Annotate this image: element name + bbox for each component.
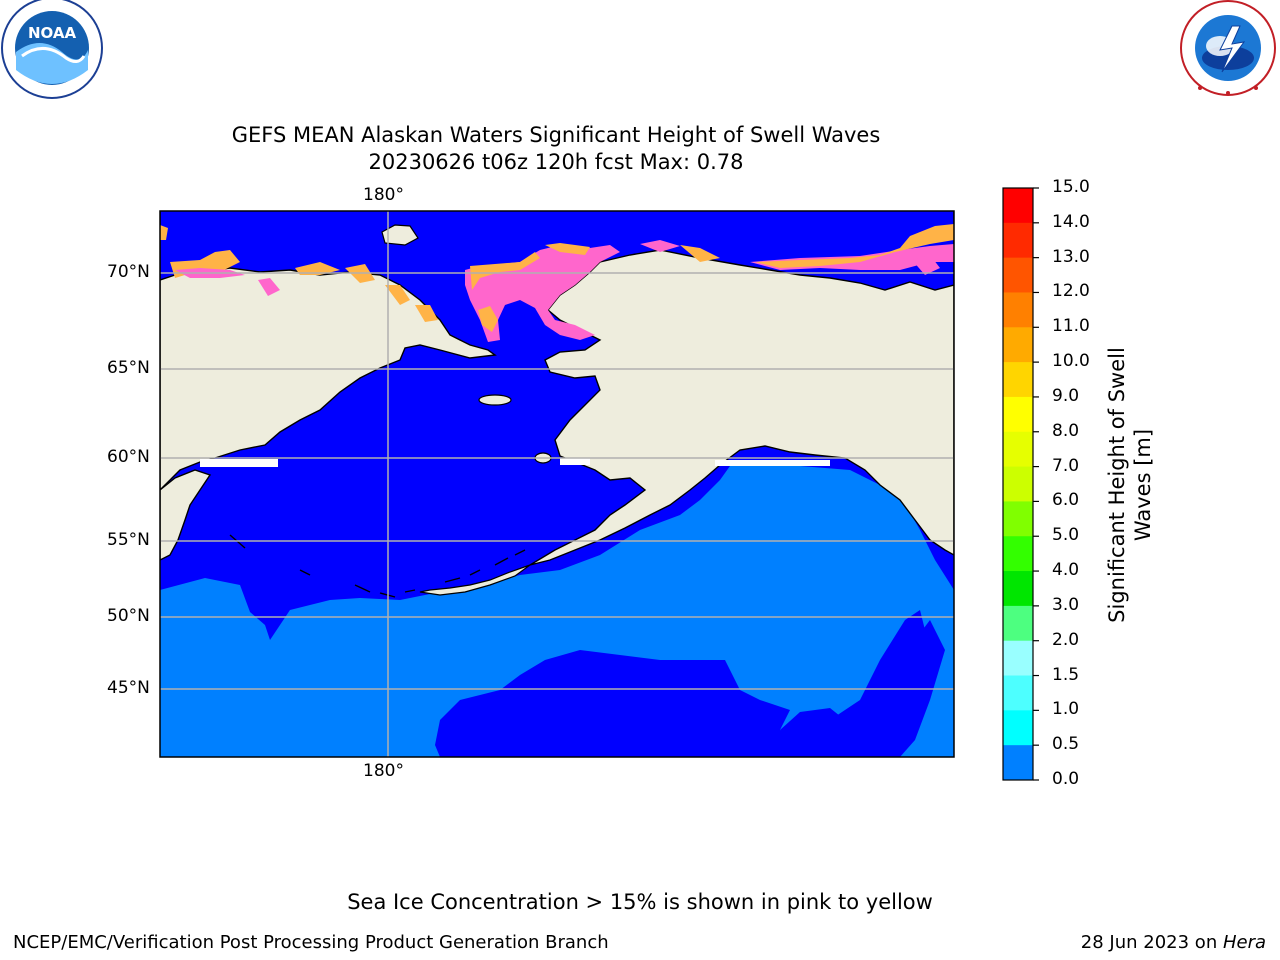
colorbar-tick-label: 6.0 [1052,490,1080,511]
colorbar-tick-label: 10.0 [1052,351,1090,372]
ocean-light-swell [160,466,954,757]
machine-name: Hera [1222,932,1266,953]
date-prefix: 28 Jun 2023 on [1080,932,1223,953]
colorbar-tick-label: 2.0 [1052,629,1080,650]
credit-text: NCEP/EMC/Verification Post Processing Pr… [13,932,609,953]
colorbar-segment [1003,675,1033,711]
colorbar-tick-label: 0.0 [1052,769,1080,789]
colorbar-segment [1003,188,1033,224]
colorbar-tick-label: 5.0 [1052,525,1080,546]
colorbar-tick-label: 14.0 [1052,211,1090,232]
noaa-logo-text: NOAA [28,24,77,42]
date-text: 28 Jun 2023 on Hera [1081,932,1266,953]
colorbar-tick-label: 13.0 [1052,246,1090,267]
map-frame [159,210,955,758]
colorbar-segment [1003,292,1033,328]
colorbar-segment [1003,396,1033,433]
colorbar-segment [1003,640,1033,677]
lat-label-65: 65°N [107,358,150,378]
colorbar-segment [1003,362,1033,398]
sea-ice-note: Sea Ice Concentration > 15% is shown in … [347,890,933,914]
colorbar-segment [1003,745,1033,781]
colorbar-tick-label: 15.0 [1052,177,1090,197]
map-subtitle: 20230626 t06z 120h fcst Max: 0.78 [368,150,744,174]
colorbar-segment [1003,710,1033,746]
colorbar-tick-label: 8.0 [1052,420,1080,441]
lat-label-45: 45°N [107,678,150,698]
lat-label-50: 50°N [107,606,150,626]
map-title: GEFS MEAN Alaskan Waters Significant Hei… [231,123,881,147]
colorbar-frame [1002,187,1034,781]
graticule [160,211,954,757]
colorbar-tick-label: 11.0 [1052,316,1090,337]
colorbar-tick-label: 0.5 [1052,734,1080,755]
colorbar-segment [1003,501,1033,537]
colorbar-segment [1003,466,1033,502]
colorbar-tick-label: 7.0 [1052,455,1080,476]
lat-label-60: 60°N [107,447,150,467]
colorbar-tick-label: 12.0 [1052,281,1090,302]
colorbar-tick-label: 9.0 [1052,385,1080,406]
colorbar-segment [1003,536,1033,572]
colorbar [1003,187,1039,781]
colorbar-segment [1003,431,1033,468]
sea-ice [160,224,954,342]
lon-label-bottom: 180° [363,761,404,781]
colorbar-tick-label: 1.5 [1052,664,1080,685]
colorbar-segment [1003,605,1033,642]
lat-label-70: 70°N [107,262,150,282]
colorbar-tick-label: 3.0 [1052,594,1080,615]
land-siberia [160,211,497,491]
nws-logo [1180,0,1276,96]
colorbar-segment [1003,257,1033,293]
colorbar-tick-label: 4.0 [1052,560,1080,581]
lat-label-55: 55°N [107,530,150,550]
colorbar-segment [1003,327,1033,363]
colorbar-segment [1003,571,1033,607]
colorbar-label: Significant Height of Swell Waves [m] [1105,347,1155,623]
noaa-logo: NOAA [1,0,103,99]
colorbar-tick-label: 1.0 [1052,699,1080,720]
map-area [160,211,954,757]
colorbar-segment [1003,222,1033,259]
lon-label-top: 180° [363,185,404,205]
